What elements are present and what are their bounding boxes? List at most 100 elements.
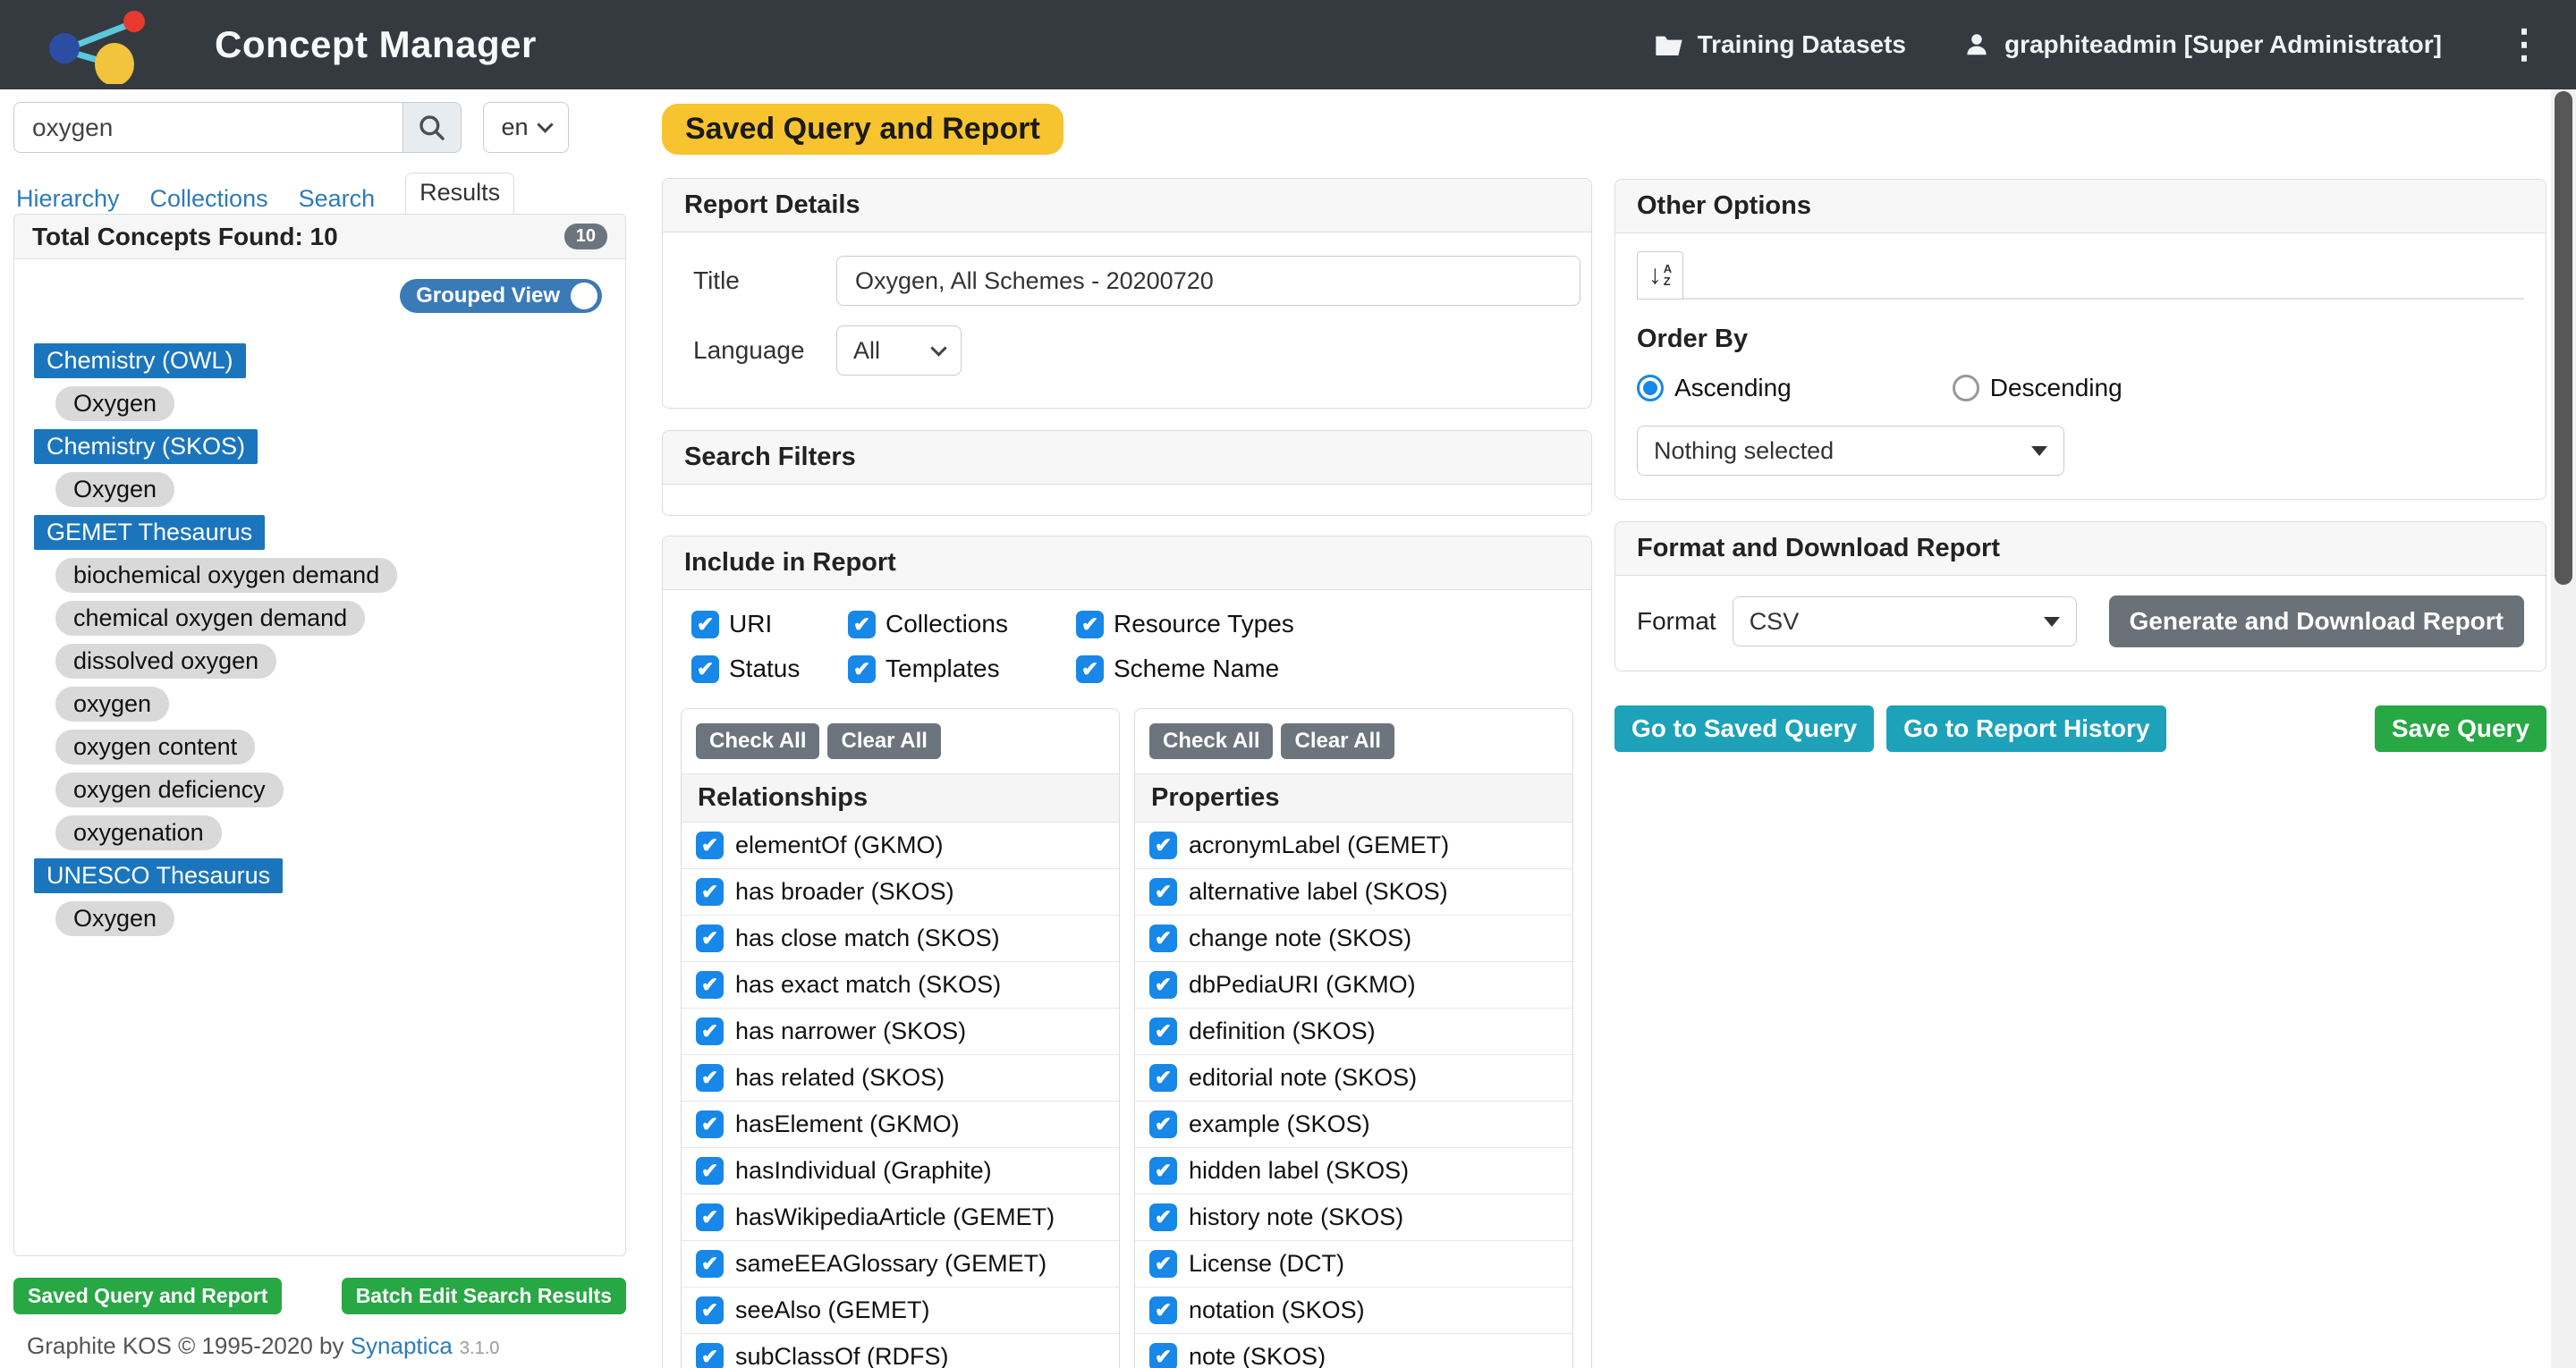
batch-edit-button[interactable]: Batch Edit Search Results [341,1278,626,1314]
checkbox-checked-icon[interactable]: ✔ [696,971,724,999]
scheme-chip[interactable]: UNESCO Thesaurus [34,858,284,893]
list-item-row[interactable]: ✔ has related (SKOS) [682,1055,1119,1102]
concept-chip[interactable]: biochemical oxygen demand [55,558,398,593]
ascending-radio-option[interactable]: Ascending [1637,374,1792,402]
list-item-row[interactable]: ✔ has close match (SKOS) [682,916,1119,962]
list-item-row[interactable]: ✔ dbPediaURI (GKMO) [1135,962,1572,1009]
list-item-row[interactable]: ✔ License (DCT) [1135,1241,1572,1288]
checkbox-checked-icon[interactable]: ✔ [1149,832,1177,859]
format-select[interactable]: CSV [1732,596,2077,646]
concept-chip[interactable]: oxygenation [55,815,222,850]
synaptica-link[interactable]: Synaptica [350,1332,453,1359]
checkbox-checked-icon[interactable]: ✔ [1076,610,1104,638]
concept-chip[interactable]: dissolved oxygen [55,644,277,679]
checkbox-checked-icon[interactable]: ✔ [1149,1110,1177,1138]
report-language-select[interactable]: All [836,325,962,376]
include-option[interactable]: ✔ Status [691,654,848,683]
concept-chip[interactable]: oxygen deficiency [55,773,284,807]
list-item-row[interactable]: ✔ subClassOf (RDFS) [682,1334,1119,1368]
checkbox-checked-icon[interactable]: ✔ [1149,971,1177,999]
checkbox-checked-icon[interactable]: ✔ [696,1250,724,1278]
concept-chip[interactable]: Oxygen [55,386,175,421]
checkbox-checked-icon[interactable]: ✔ [1149,1018,1177,1045]
generate-download-button[interactable]: Generate and Download Report [2108,595,2524,647]
concept-chip[interactable]: oxygen content [55,730,256,764]
checkbox-checked-icon[interactable]: ✔ [1149,878,1177,906]
nav-user-menu[interactable]: graphiteadmin [Super Administrator] [1963,30,2442,59]
checkbox-checked-icon[interactable]: ✔ [1149,1250,1177,1278]
scrollbar-thumb[interactable] [2555,91,2572,585]
checkbox-checked-icon[interactable]: ✔ [696,1203,724,1231]
checkbox-checked-icon[interactable]: ✔ [848,610,876,638]
page-scrollbar[interactable] [2551,89,2576,1368]
checkbox-checked-icon[interactable]: ✔ [1149,1343,1177,1368]
checkbox-checked-icon[interactable]: ✔ [696,925,724,952]
checkbox-checked-icon[interactable]: ✔ [696,832,724,859]
checkbox-checked-icon[interactable]: ✔ [1149,1157,1177,1185]
concept-chip[interactable]: Oxygen [55,901,175,936]
list-item-row[interactable]: ✔ editorial note (SKOS) [1135,1055,1572,1102]
search-input[interactable] [13,102,402,153]
checkbox-checked-icon[interactable]: ✔ [691,654,719,683]
scheme-chip[interactable]: Chemistry (OWL) [34,343,246,378]
checkbox-checked-icon[interactable]: ✔ [696,1343,724,1368]
checkbox-checked-icon[interactable]: ✔ [1076,654,1104,683]
list-item-row[interactable]: ✔ change note (SKOS) [1135,916,1572,962]
radio-unselected-icon[interactable] [1952,375,1979,401]
list-item-row[interactable]: ✔ sameEEAGlossary (GEMET) [682,1241,1119,1288]
sort-field-select[interactable]: Nothing selected [1637,426,2064,476]
list-item-row[interactable]: ✔ hasElement (GKMO) [682,1102,1119,1148]
tab-results[interactable]: Results [405,173,515,215]
checkbox-checked-icon[interactable]: ✔ [848,654,876,683]
list-item-row[interactable]: ✔ alternative label (SKOS) [1135,869,1572,916]
checkbox-checked-icon[interactable]: ✔ [696,1296,724,1324]
include-option[interactable]: ✔ Templates [848,654,1076,683]
tab-hierarchy[interactable]: Hierarchy [16,185,120,212]
list-item-row[interactable]: ✔ example (SKOS) [1135,1102,1572,1148]
grouped-view-toggle[interactable]: Grouped View [400,279,602,313]
list-item-row[interactable]: ✔ note (SKOS) [1135,1334,1572,1368]
relationships-check-all-button[interactable]: Check All [696,723,820,759]
tab-collections[interactable]: Collections [149,185,268,212]
tab-search[interactable]: Search [298,185,376,212]
concept-chip[interactable]: Oxygen [55,472,175,507]
go-to-saved-query-button[interactable]: Go to Saved Query [1614,705,1875,752]
checkbox-checked-icon[interactable]: ✔ [1149,1296,1177,1324]
scheme-chip[interactable]: GEMET Thesaurus [34,515,266,550]
nav-training-datasets[interactable]: Training Datasets [1655,30,1906,59]
checkbox-checked-icon[interactable]: ✔ [1149,1064,1177,1092]
checkbox-checked-icon[interactable]: ✔ [696,1110,724,1138]
list-item-row[interactable]: ✔ notation (SKOS) [1135,1288,1572,1334]
checkbox-checked-icon[interactable]: ✔ [696,1064,724,1092]
include-option[interactable]: ✔ Resource Types [1076,610,1362,638]
descending-radio-option[interactable]: Descending [1952,374,2123,402]
checkbox-checked-icon[interactable]: ✔ [696,1157,724,1185]
checkbox-checked-icon[interactable]: ✔ [696,1018,724,1045]
checkbox-checked-icon[interactable]: ✔ [1149,1203,1177,1231]
concept-chip[interactable]: chemical oxygen demand [55,601,366,636]
save-query-button[interactable]: Save Query [2374,705,2546,752]
list-item-row[interactable]: ✔ definition (SKOS) [1135,1009,1572,1055]
list-item-row[interactable]: ✔ has broader (SKOS) [682,869,1119,916]
saved-query-report-button[interactable]: Saved Query and Report [13,1278,283,1314]
list-item-row[interactable]: ✔ has narrower (SKOS) [682,1009,1119,1055]
concept-chip[interactable]: oxygen [55,687,170,722]
checkbox-checked-icon[interactable]: ✔ [691,610,719,638]
list-item-row[interactable]: ✔ hasWikipediaArticle (GEMET) [682,1195,1119,1241]
scheme-chip[interactable]: Chemistry (SKOS) [34,429,258,464]
list-item-row[interactable]: ✔ history note (SKOS) [1135,1195,1572,1241]
list-item-row[interactable]: ✔ hidden label (SKOS) [1135,1148,1572,1195]
language-select[interactable]: en [483,102,569,153]
kebab-menu-icon[interactable]: ⋮ [2504,22,2544,66]
include-option[interactable]: ✔ Collections [848,610,1076,638]
radio-selected-icon[interactable] [1637,375,1664,401]
include-option[interactable]: ✔ Scheme Name [1076,654,1362,683]
properties-check-all-button[interactable]: Check All [1149,723,1274,759]
list-item-row[interactable]: ✔ acronymLabel (GEMET) [1135,823,1572,869]
list-item-row[interactable]: ✔ hasIndividual (Graphite) [682,1148,1119,1195]
checkbox-checked-icon[interactable]: ✔ [1149,925,1177,952]
list-item-row[interactable]: ✔ has exact match (SKOS) [682,962,1119,1009]
relationships-clear-all-button[interactable]: Clear All [827,723,941,759]
checkbox-checked-icon[interactable]: ✔ [696,878,724,906]
